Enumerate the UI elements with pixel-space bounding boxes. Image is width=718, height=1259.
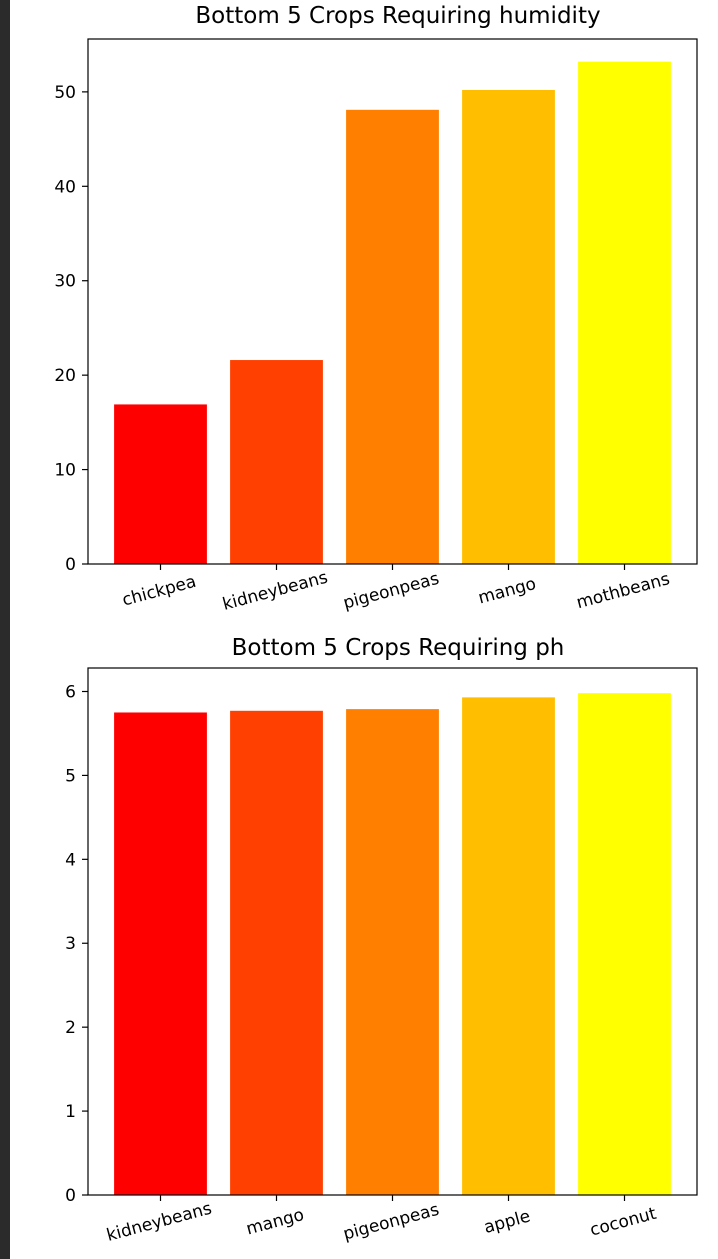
x-tick-label: mango: [476, 574, 538, 609]
bar-coconut: [578, 693, 671, 1195]
plot-frame: [87, 38, 698, 565]
x-tick-label: mango: [244, 1205, 306, 1240]
y-tick-label: 0: [65, 555, 76, 575]
y-tick-label: 4: [65, 850, 76, 870]
y-tick-label: 5: [65, 766, 76, 786]
y-axis: 0 10 20 30 40 50: [54, 83, 88, 575]
bar-pigeonpeas: [346, 109, 439, 564]
x-tick-label: pigeonpeas: [341, 1200, 441, 1245]
y-tick-label: 0: [65, 1186, 76, 1206]
y-tick-label: 1: [65, 1102, 76, 1122]
y-tick-label: 40: [54, 177, 76, 197]
ph-chart: Bottom 5 Crops Requiring ph 0 1 2 3 4 5 6 kidn…: [65, 635, 698, 1246]
y-tick-label: 6: [65, 682, 76, 702]
bar-kidneybeans: [114, 712, 207, 1195]
y-tick-label: 3: [65, 934, 76, 954]
y-axis: 0 1 2 3 4 5 6: [65, 682, 88, 1206]
x-tick-label: apple: [482, 1206, 533, 1238]
x-tick-label: mothbeans: [574, 569, 672, 613]
bar-chickpea: [114, 404, 207, 564]
bars: [114, 61, 671, 565]
plot-frame: [87, 667, 698, 1196]
bar-kidneybeans: [230, 360, 323, 564]
x-axis: chickpea kidneybeans pigeonpeas mango mothbe…: [120, 564, 672, 615]
y-tick-label: 2: [65, 1018, 76, 1038]
y-tick-label: 10: [54, 461, 76, 481]
x-tick-label: kidneybeans: [220, 568, 330, 615]
x-axis: kidneybeans mango pigeonpeas apple coconut: [104, 1195, 659, 1246]
y-tick-label: 20: [54, 366, 76, 386]
x-tick-label: coconut: [588, 1204, 659, 1241]
x-tick-label: chickpea: [120, 572, 198, 611]
bar-pigeonpeas: [346, 709, 439, 1195]
y-tick-label: 30: [54, 272, 76, 292]
y-tick-label: 50: [54, 83, 76, 103]
bars: [114, 693, 671, 1195]
chart-title: Bottom 5 Crops Requiring ph: [232, 635, 565, 661]
x-tick-label: pigeonpeas: [341, 569, 441, 614]
humidity-chart: Bottom 5 Crops Requiring humidity 0 10 20 3…: [54, 3, 698, 615]
bar-mango: [230, 710, 323, 1195]
bar-apple: [462, 697, 555, 1195]
chart-title: Bottom 5 Crops Requiring humidity: [195, 3, 600, 29]
bar-mothbeans: [578, 61, 671, 565]
x-tick-label: kidneybeans: [104, 1199, 214, 1246]
window-edge: [0, 0, 10, 1259]
bar-mango: [462, 89, 555, 565]
